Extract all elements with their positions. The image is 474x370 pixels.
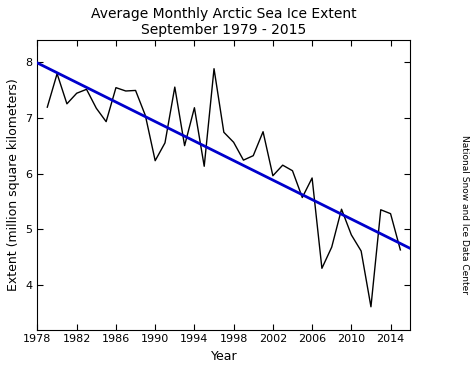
X-axis label: Year: Year [210, 350, 237, 363]
Title: Average Monthly Arctic Sea Ice Extent
September 1979 - 2015: Average Monthly Arctic Sea Ice Extent Se… [91, 7, 356, 37]
Text: National Snow and Ice Data Center: National Snow and Ice Data Center [460, 135, 469, 294]
Y-axis label: Extent (million square kilometers): Extent (million square kilometers) [7, 78, 20, 291]
